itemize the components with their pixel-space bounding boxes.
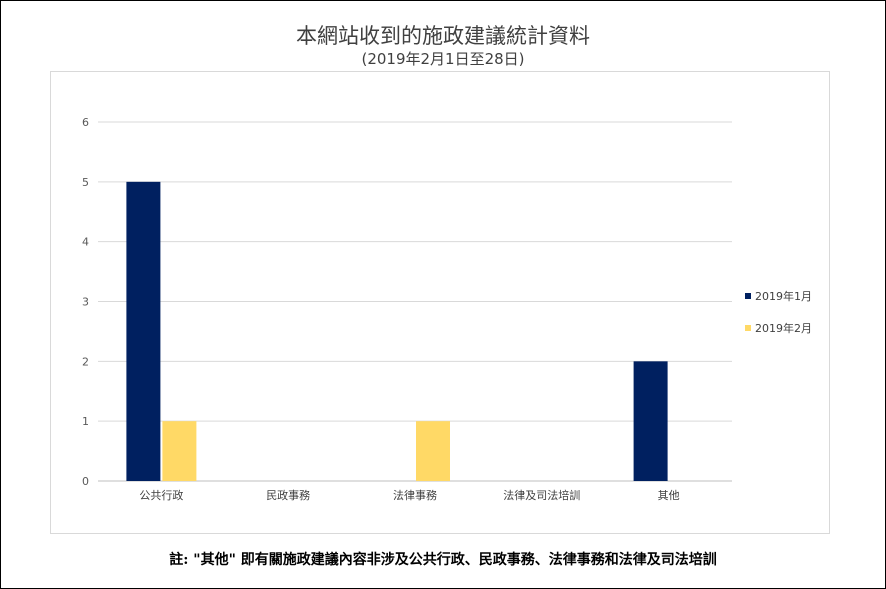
x-tick-label: 其他 [658, 489, 680, 502]
y-tick-label: 2 [82, 355, 89, 368]
x-tick-label: 法律事務 [393, 488, 437, 502]
y-tick-label: 0 [82, 475, 89, 488]
bar-2-3 [416, 421, 450, 481]
y-tick-label: 3 [82, 296, 89, 309]
legend-label-1: 2019年1月 [755, 289, 812, 303]
bar-1-1 [126, 181, 161, 482]
y-tick-label: 4 [82, 236, 89, 249]
x-axis-labels: 公共行政 民政事務 法律事務 法律及司法培訓 其他 [139, 488, 679, 502]
x-tick-label: 法律及司法培訓 [503, 488, 580, 502]
legend-swatch-1 [745, 293, 751, 299]
legend: 2019年1月 2019年2月 [745, 289, 812, 335]
bars [126, 181, 668, 482]
chart-subtitle: (2019年2月1日至28日) [361, 50, 525, 68]
footnote: 註: "其他" 即有關施政建議內容非涉及公共行政、民政事務、法律事務和法律及司法… [169, 552, 717, 568]
bar-2-1 [162, 421, 197, 481]
chart-title: 本網站收到的施政建議統計資料 [296, 24, 590, 48]
x-tick-label: 民政事務 [266, 488, 310, 502]
gridlines [98, 121, 732, 482]
x-tick-label: 公共行政 [139, 488, 183, 502]
y-tick-label: 6 [82, 116, 89, 129]
legend-label-2: 2019年2月 [755, 321, 812, 335]
bar-1-5 [633, 361, 668, 481]
y-axis-ticks: 0 1 2 3 4 5 6 [82, 116, 89, 488]
legend-swatch-2 [745, 325, 751, 331]
y-tick-label: 5 [82, 176, 89, 189]
y-tick-label: 1 [82, 415, 89, 428]
